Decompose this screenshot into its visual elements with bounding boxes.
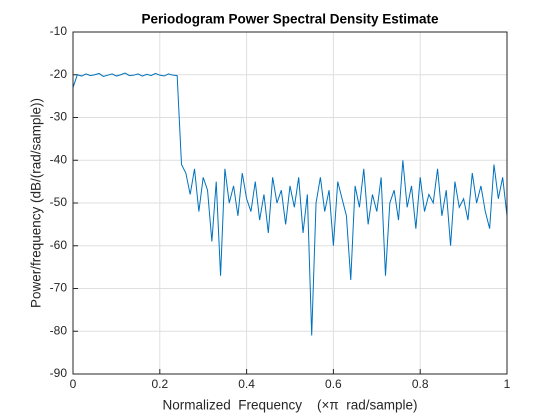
data-line — [72, 72, 508, 336]
x-tick-label: 0 — [70, 377, 77, 391]
y-tick-label: -30 — [50, 110, 68, 124]
x-tick-label: 1 — [504, 377, 511, 391]
x-axis-label: Normalized Frequency (×π rad/sample) — [162, 398, 417, 413]
chart-title: Periodogram Power Spectral Density Estim… — [141, 12, 439, 27]
x-tick-label: 0.4 — [238, 377, 255, 391]
y-tick-label: -90 — [50, 366, 68, 380]
y-tick-label: -70 — [50, 281, 68, 295]
y-tick-label: -50 — [50, 195, 68, 209]
y-axis-label: Power/frequency (dB/(rad/sample)) — [29, 98, 44, 308]
y-tick-label: -60 — [50, 238, 68, 252]
y-tick-label: -40 — [50, 152, 68, 166]
plot-frame — [72, 31, 508, 375]
x-tick-label: 0.2 — [151, 377, 168, 391]
y-tick-label: -80 — [50, 323, 68, 337]
x-tick-label: 0.6 — [325, 377, 342, 391]
y-tick-label: -10 — [50, 24, 68, 38]
x-tick-label: 0.8 — [412, 377, 429, 391]
y-tick-label: -20 — [50, 67, 68, 81]
